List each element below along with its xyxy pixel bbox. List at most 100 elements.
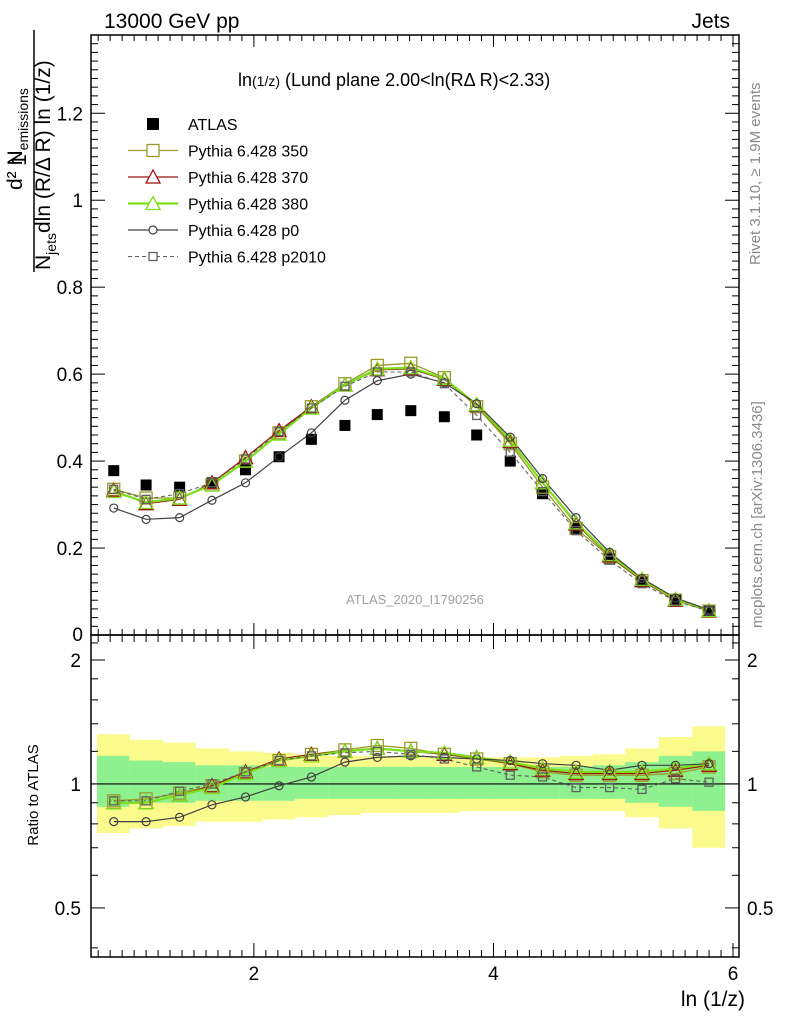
ratio-point-p2010 [306,751,317,761]
main-ytick-label: 0.2 [57,539,83,560]
mcplots-label: mcplots.cern.ch [arXiv:1306.3436] [749,401,766,628]
xlabel: ln (1/z) [681,988,745,1011]
ratio-band-inner [459,766,494,799]
ratio-band-inner [394,766,429,799]
main-point-p2010 [439,379,449,389]
main-ytick-label: 1.2 [57,104,83,125]
ratio-point-p2010 [704,777,714,787]
main-point-p0 [175,513,185,523]
main-point-atlas [305,433,317,445]
ratio-band-inner [96,755,130,807]
legend-marker-atlas [147,118,159,130]
main-point-p0 [537,473,548,484]
main-point-p2010 [372,367,382,377]
legend-label-p350: Pythia 6.428 350 [188,144,308,161]
ratio-panel: 2 4 6 0.5 0.5 1 1 2 2 [55,634,773,985]
main-point-p380 [402,359,419,375]
ratio-point-p0 [109,817,119,827]
main-point-p380 [568,514,585,530]
main-point-p2010 [340,381,350,391]
ratio-point-p2010 [174,786,185,796]
main-point-p350 [139,491,153,505]
main-point-p2010 [109,484,119,494]
main-point-p0 [571,513,581,523]
main-point-atlas [273,451,285,463]
main-point-atlas [703,605,715,617]
main-ytick-label: 1 [72,191,83,212]
ratio-point-p2010 [537,772,548,782]
ratio-point-p0 [240,792,251,802]
ratio-point-p2010 [109,796,119,806]
main-point-p350 [404,356,418,370]
main-point-p0 [340,395,350,405]
legend-label-p380: Pythia 6.428 380 [188,197,308,214]
main-point-p0 [207,495,217,505]
main-point-p0 [472,399,482,409]
ratio-point-p370 [436,745,453,762]
ratio-band-inner [228,765,263,801]
ratio-point-p350 [370,738,384,753]
ratio-point-p0 [175,812,185,822]
ratio-ylabel: Ratio to ATLAS [25,744,42,845]
main-point-p0 [372,376,382,386]
main-point-p0 [240,478,251,488]
ratio-point-p2010 [207,779,217,789]
ratio-point-p2010 [571,782,581,793]
legend-marker-p0 [148,225,158,235]
main-point-p380 [436,370,453,386]
ratio-point-p0 [605,765,615,775]
main-point-atlas [140,479,152,491]
main-point-p2010 [505,447,515,458]
main-point-atlas [604,553,616,565]
plot-title: ln(1/z) (Lund plane 2.00<ln(RΔ R)<2.33) [238,70,550,90]
main-point-p350 [470,400,484,414]
main-point-p2010 [472,410,482,421]
ylabel-one: 1 [8,154,31,166]
main-point-p380 [534,474,551,490]
main-point-p2010 [604,555,615,565]
main-point-p2010 [174,489,185,499]
header-right: Jets [691,10,730,33]
ratio-point-p380 [633,763,651,779]
legend-label-p370: Pythia 6.428 370 [188,170,308,187]
main-point-atlas [670,594,682,606]
legend-marker-p2010 [148,251,158,262]
legend-label-atlas: ATLAS [188,117,238,134]
legend-marker-p370 [144,168,162,184]
ratio-band-inner [360,766,395,799]
main-point-p2010 [306,403,317,413]
analysis-watermark: ATLAS_2020_I1790256 [346,592,484,607]
ratio-point-p380 [568,763,585,779]
main-point-atlas [405,405,417,417]
ratio-frame [90,634,740,958]
main-point-p0 [637,573,647,584]
ratio-ytick-label-left: 2 [70,651,81,672]
ratio-point-p0 [207,800,217,810]
ratio-point-p2010 [505,770,515,780]
ylabel-denominator: Njetsdln (R/Δ R) ln (1/z) [32,60,59,270]
main-point-p0 [306,428,316,438]
ratio-point-p0 [141,817,151,827]
main-point-p0 [505,432,515,442]
ratio-point-p2010 [240,767,251,777]
ratio-point-p2010 [141,796,151,806]
main-point-atlas [504,455,516,467]
main-panel: 0.2 0.4 0.6 0.8 1 1.2 0 [57,34,740,646]
main-point-atlas [108,465,120,477]
rivet-label: Rivet 3.1.10, ≥ 1.9M events [747,83,764,266]
ratio-xtick-label: 4 [488,964,499,985]
main-point-atlas [174,481,186,493]
ratio-ytick-label-left: 1 [70,775,81,796]
legend-marker-p350 [146,143,160,158]
main-ytick-label: 0.6 [57,365,83,386]
ratio-point-p2010 [274,755,284,766]
ratio-point-p2010 [406,749,416,760]
ratio-xtick-label: 2 [249,964,260,985]
legend-label-p0: Pythia 6.428 p0 [188,223,299,240]
ratio-point-p0 [372,752,382,763]
main-point-atlas [339,419,351,431]
legend-marker-p380 [144,195,162,211]
ratio-point-p0 [571,760,581,770]
main-point-p0 [141,514,151,524]
ratio-point-p370 [534,761,551,777]
